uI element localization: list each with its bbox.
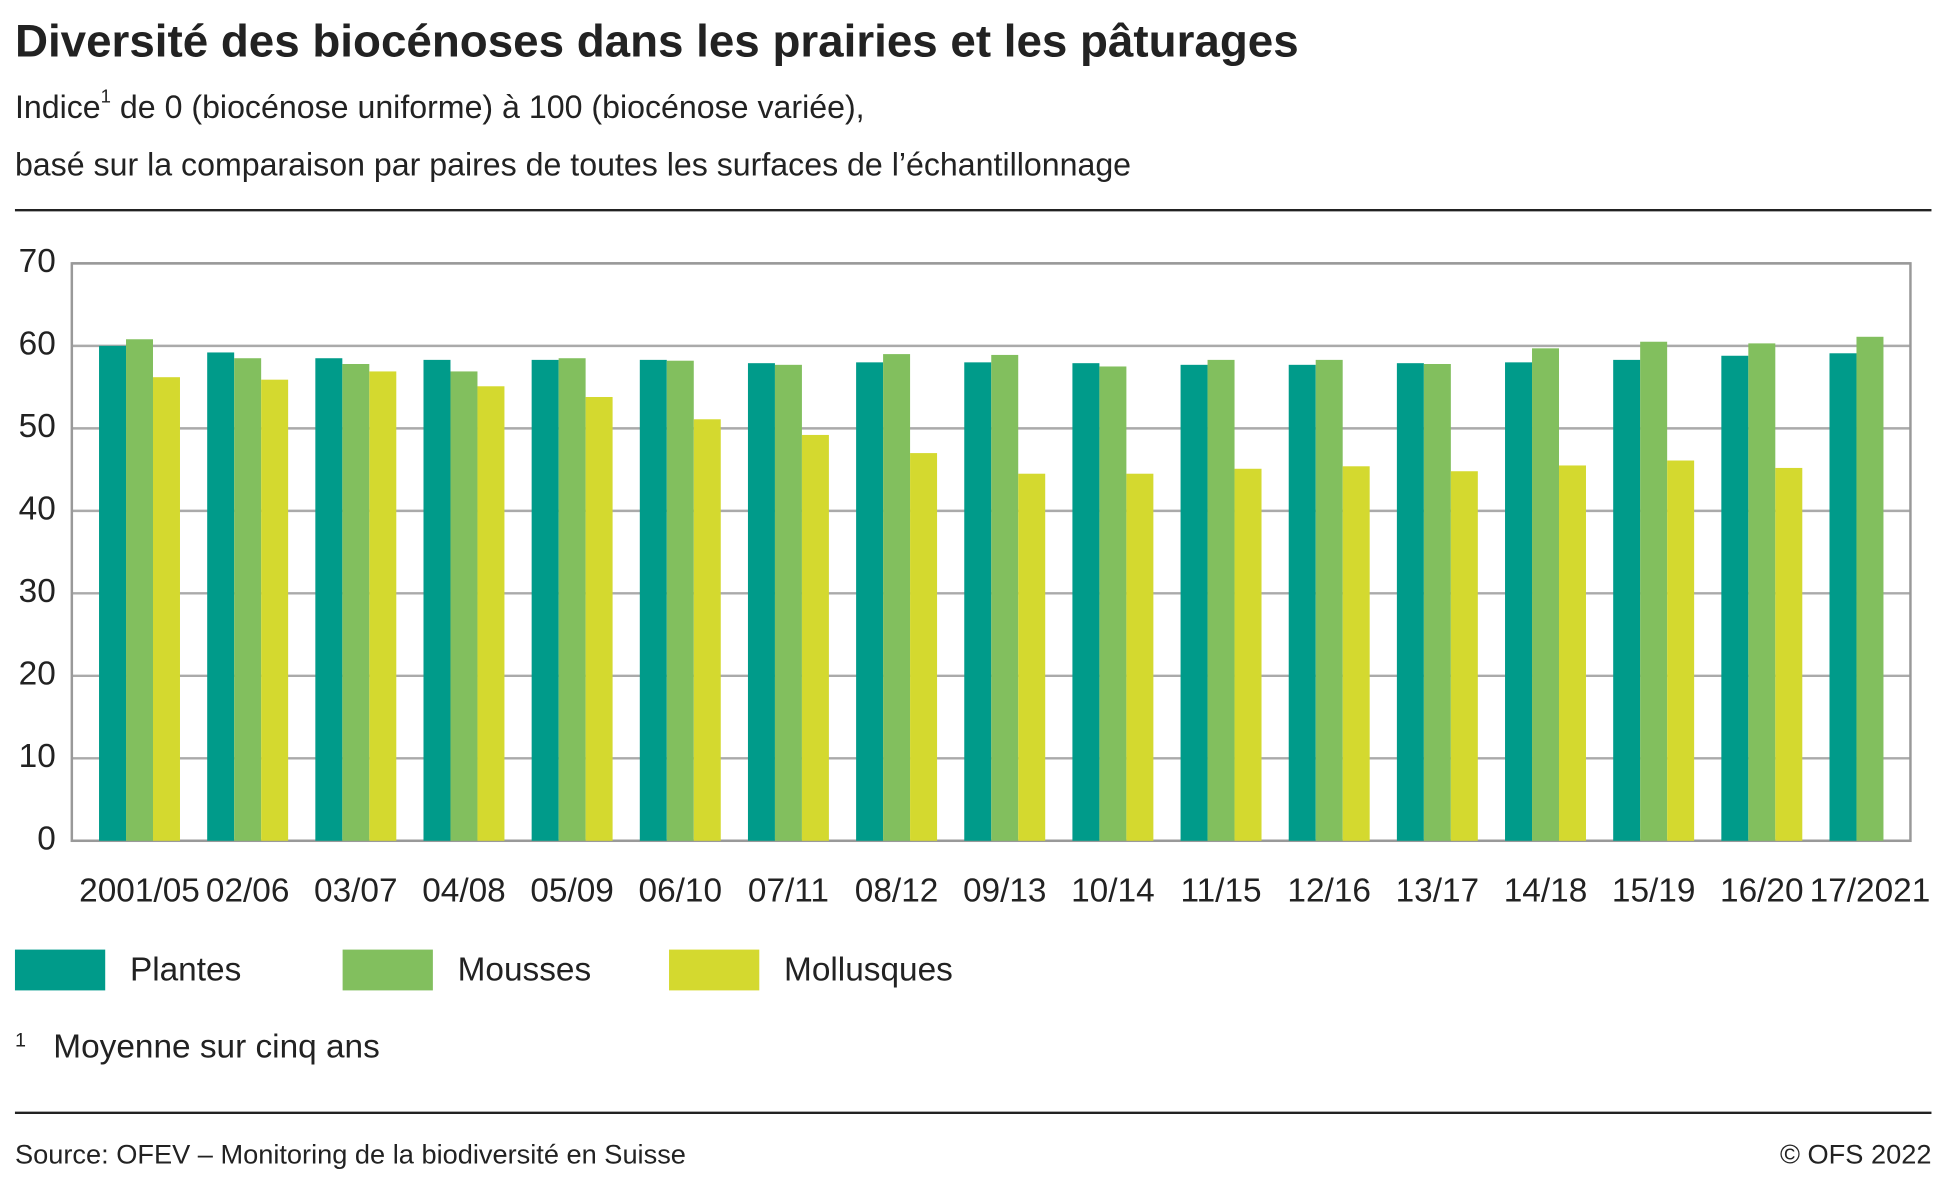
x-tick-label: 03/07 [314, 873, 398, 910]
footnote-mark: 1 [15, 1029, 26, 1051]
x-tick-label: 07/11 [748, 873, 829, 910]
bar [342, 364, 370, 841]
bar [1126, 473, 1154, 841]
legend-label: Mousses [458, 952, 592, 989]
x-tick-label: 12/16 [1287, 873, 1371, 910]
bar [1342, 466, 1370, 841]
bar [1207, 359, 1235, 841]
bar [1180, 364, 1208, 841]
bar [1558, 465, 1586, 841]
bar [315, 358, 343, 841]
bar [126, 339, 154, 841]
bar [910, 453, 938, 841]
bar [1613, 359, 1641, 841]
bar [1532, 348, 1559, 841]
x-tick-label: 02/06 [206, 873, 290, 910]
x-tick-label: 14/18 [1504, 873, 1588, 910]
bar [1396, 363, 1424, 841]
subtitle: Indice1 de 0 (biocénose uniforme) à 100 … [15, 86, 865, 126]
bar [1315, 359, 1343, 841]
bar [991, 354, 1019, 841]
x-tick-label: 17/2021 [1810, 873, 1931, 910]
x-tick-label: 04/08 [422, 873, 506, 910]
bar [747, 363, 775, 841]
bar [207, 352, 235, 841]
bar [1640, 341, 1668, 841]
bar [1018, 473, 1046, 841]
x-tick-label: 09/13 [963, 873, 1047, 910]
subtitle: basé sur la comparaison par paires de to… [15, 146, 1131, 182]
x-tick-label: 2001/05 [79, 873, 200, 910]
source: Source: OFEV – Monitoring de la biodiver… [15, 1138, 686, 1169]
bar [1234, 468, 1262, 841]
bar [856, 362, 884, 841]
bar [531, 359, 559, 841]
x-tick-label: 16/20 [1720, 873, 1804, 910]
bar [450, 371, 478, 841]
bar [1450, 471, 1478, 841]
bar [1856, 336, 1884, 841]
y-tick-label: 20 [19, 656, 56, 693]
y-tick-label: 60 [19, 326, 56, 363]
superscript: 1 [101, 86, 111, 107]
bar [1748, 343, 1776, 841]
subtitle-text: de 0 (biocénose uniforme) à 100 (biocéno… [111, 90, 865, 126]
bar [423, 359, 451, 841]
copyright: © OFS 2022 [1780, 1138, 1932, 1169]
x-tick-label: 15/19 [1612, 873, 1696, 910]
bar [1505, 362, 1533, 841]
bar [261, 379, 289, 841]
bar [153, 377, 180, 841]
y-tick-label: 50 [19, 408, 56, 445]
legend-swatch [342, 949, 433, 991]
bar [477, 386, 505, 841]
legend-swatch [669, 949, 760, 991]
bar [1288, 364, 1316, 841]
x-tick-label: 13/17 [1396, 873, 1480, 910]
bar [1667, 460, 1695, 841]
legend-swatch [14, 949, 106, 991]
bar [964, 362, 992, 841]
bar [234, 358, 262, 841]
x-tick-label: 06/10 [639, 873, 723, 910]
subtitle-text: Indice [15, 90, 101, 126]
bar [1423, 364, 1451, 841]
y-tick-label: 0 [37, 821, 56, 858]
x-tick-label: 11/15 [1181, 873, 1262, 910]
bar [558, 358, 586, 841]
y-tick-label: 30 [19, 573, 56, 610]
bar [1829, 353, 1857, 841]
footnote: Moyenne sur cinq ans [53, 1028, 380, 1065]
y-tick-label: 40 [19, 491, 56, 528]
bar [666, 360, 694, 841]
legend-label: Plantes [130, 952, 241, 989]
bar [99, 345, 127, 841]
x-tick-label: 08/12 [855, 873, 939, 910]
bar [883, 354, 911, 841]
x-tick-label: 05/09 [530, 873, 614, 910]
y-tick-label: 70 [19, 243, 56, 280]
bar [693, 419, 721, 841]
bar [1072, 363, 1100, 841]
legend-label: Mollusques [784, 952, 953, 989]
bar [1775, 467, 1803, 841]
y-tick-label: 10 [19, 738, 56, 775]
bar [639, 359, 667, 841]
bar [369, 371, 397, 841]
bar [1099, 366, 1127, 841]
bar [1721, 355, 1749, 841]
bar [585, 396, 613, 841]
chart-title: Diversité des biocénoses dans les prairi… [15, 16, 1299, 67]
x-tick-label: 10/14 [1071, 873, 1155, 910]
bar [801, 434, 829, 841]
bar [774, 364, 802, 841]
